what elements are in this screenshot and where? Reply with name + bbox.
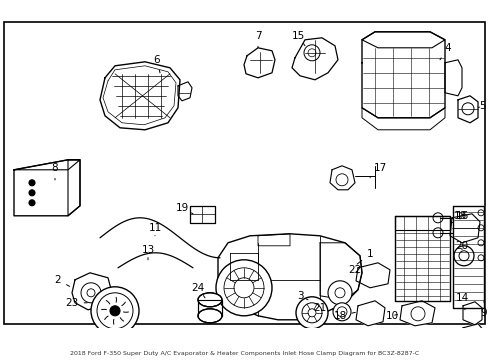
Text: 8: 8 bbox=[52, 163, 58, 180]
Text: 18: 18 bbox=[452, 211, 466, 221]
Polygon shape bbox=[14, 160, 80, 216]
Circle shape bbox=[295, 297, 327, 329]
Text: 23: 23 bbox=[65, 298, 87, 308]
Text: 6: 6 bbox=[153, 55, 160, 73]
Polygon shape bbox=[449, 214, 479, 243]
Polygon shape bbox=[452, 206, 483, 308]
Circle shape bbox=[453, 246, 473, 266]
Text: 21: 21 bbox=[313, 303, 332, 313]
Text: 12: 12 bbox=[0, 359, 1, 360]
Text: 18: 18 bbox=[333, 311, 355, 321]
Text: 15: 15 bbox=[291, 31, 305, 46]
Text: 2: 2 bbox=[55, 275, 69, 287]
Polygon shape bbox=[329, 166, 354, 190]
Polygon shape bbox=[444, 60, 461, 96]
Ellipse shape bbox=[198, 293, 222, 307]
Polygon shape bbox=[462, 324, 483, 348]
Text: 19: 19 bbox=[175, 203, 193, 214]
Text: 7: 7 bbox=[254, 31, 261, 48]
Polygon shape bbox=[355, 301, 384, 326]
Circle shape bbox=[29, 200, 35, 206]
Polygon shape bbox=[244, 48, 274, 78]
Text: 24: 24 bbox=[191, 283, 204, 298]
Circle shape bbox=[110, 306, 120, 316]
Polygon shape bbox=[394, 216, 449, 301]
Text: 10: 10 bbox=[385, 311, 398, 321]
Circle shape bbox=[216, 260, 271, 316]
Ellipse shape bbox=[198, 309, 222, 323]
Text: 11: 11 bbox=[148, 223, 162, 236]
Circle shape bbox=[29, 190, 35, 196]
Polygon shape bbox=[218, 234, 361, 320]
Polygon shape bbox=[72, 273, 112, 310]
Circle shape bbox=[91, 287, 139, 335]
Text: 17: 17 bbox=[369, 163, 386, 178]
Text: 1: 1 bbox=[356, 249, 372, 264]
Text: 2018 Ford F-350 Super Duty A/C Evaporator & Heater Components Inlet Hose Clamp D: 2018 Ford F-350 Super Duty A/C Evaporato… bbox=[70, 351, 418, 356]
Text: 3: 3 bbox=[296, 291, 307, 301]
Polygon shape bbox=[190, 206, 215, 223]
Polygon shape bbox=[462, 302, 481, 325]
Text: 20: 20 bbox=[454, 241, 468, 251]
Polygon shape bbox=[457, 96, 477, 123]
Text: 4: 4 bbox=[439, 43, 450, 60]
Text: 22: 22 bbox=[347, 265, 361, 275]
Text: 9: 9 bbox=[480, 301, 487, 318]
Polygon shape bbox=[355, 263, 389, 288]
Polygon shape bbox=[291, 38, 337, 80]
Circle shape bbox=[327, 281, 351, 305]
Circle shape bbox=[29, 180, 35, 186]
Polygon shape bbox=[178, 82, 192, 101]
Text: 13: 13 bbox=[141, 245, 154, 260]
Polygon shape bbox=[361, 32, 444, 118]
Text: 14: 14 bbox=[454, 293, 468, 310]
Polygon shape bbox=[399, 301, 434, 326]
Polygon shape bbox=[198, 300, 222, 316]
Polygon shape bbox=[100, 62, 180, 130]
Circle shape bbox=[332, 303, 350, 321]
Text: 16: 16 bbox=[451, 211, 468, 223]
Text: 5: 5 bbox=[478, 101, 484, 111]
